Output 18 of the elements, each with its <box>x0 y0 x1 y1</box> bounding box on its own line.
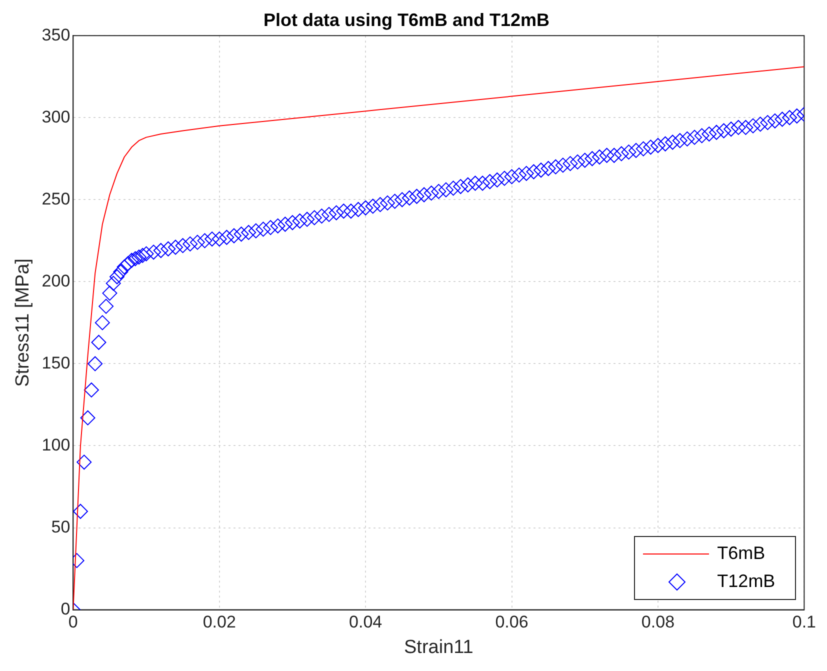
y-tick-label: 300 <box>42 107 70 126</box>
y-tick-label: 250 <box>42 189 70 208</box>
chart-title: Plot data using T6mB and T12mB <box>263 10 550 30</box>
y-tick-label: 350 <box>42 25 70 44</box>
x-tick-label: 0.1 <box>792 612 816 632</box>
x-tick-label: 0.02 <box>202 612 236 632</box>
legend-label: T6mB <box>717 543 766 564</box>
y-tick-label: 150 <box>42 353 70 372</box>
y-axis-title: Stress11 [MPa] <box>12 258 34 387</box>
y-tick-label: 200 <box>42 271 70 290</box>
x-axis-title: Strain11 <box>404 636 474 658</box>
y-tick-label: 100 <box>42 435 70 454</box>
x-tick-label: 0.06 <box>495 612 528 632</box>
y-tick-label: 50 <box>51 517 70 536</box>
legend-label: T12mB <box>717 571 776 592</box>
y-tick-label: 0 <box>60 599 70 618</box>
x-tick-label: 0.08 <box>641 612 675 632</box>
x-tick-label: 0.04 <box>349 612 382 632</box>
